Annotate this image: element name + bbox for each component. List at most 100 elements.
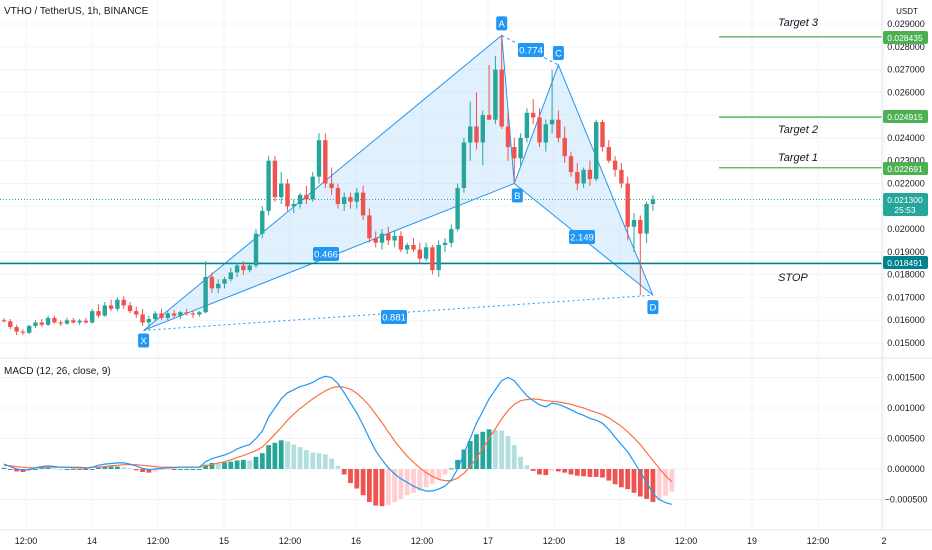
macd-histogram-bar bbox=[480, 431, 486, 469]
candle bbox=[222, 276, 227, 289]
candle bbox=[1, 317, 7, 323]
candle bbox=[285, 178, 290, 211]
price-tick-label: 0.017000 bbox=[887, 292, 925, 302]
macd-histogram-bar bbox=[234, 460, 240, 469]
macd-histogram-bar bbox=[335, 465, 341, 469]
macd-histogram-bar bbox=[253, 456, 259, 469]
svg-text:0.466: 0.466 bbox=[314, 250, 338, 261]
svg-text:D: D bbox=[649, 303, 656, 314]
macd-plot bbox=[1, 375, 675, 507]
candle bbox=[348, 192, 353, 209]
macd-histogram-bar bbox=[436, 469, 442, 479]
macd-histogram-bar bbox=[64, 469, 70, 470]
price-tick-label: 0.029000 bbox=[887, 19, 925, 29]
macd-histogram-bar bbox=[215, 462, 221, 469]
candle bbox=[442, 238, 448, 252]
macd-histogram-bar bbox=[581, 469, 586, 477]
candle bbox=[587, 160, 593, 186]
time-tick-label: 14 bbox=[87, 536, 97, 546]
current-price-tag: 0.021300 25:53 bbox=[883, 193, 928, 216]
price-tick-label: 0.028000 bbox=[887, 42, 925, 52]
candle bbox=[600, 119, 605, 152]
price-levels bbox=[0, 36, 882, 265]
stop-label: STOP bbox=[778, 272, 808, 284]
candle bbox=[241, 260, 246, 275]
candle bbox=[430, 245, 435, 275]
macd-histogram-bar bbox=[1, 467, 7, 469]
bar-countdown: 25:53 bbox=[894, 205, 916, 215]
macd-histogram-bar bbox=[556, 469, 561, 472]
candle bbox=[190, 311, 196, 318]
macd-histogram-bar bbox=[77, 469, 82, 470]
svg-text:0.774: 0.774 bbox=[519, 46, 543, 57]
macd-histogram-bar bbox=[165, 469, 171, 470]
candle bbox=[619, 162, 624, 189]
candle bbox=[279, 172, 284, 205]
candle bbox=[165, 311, 170, 321]
macd-axis[interactable]: 0.001500 0.001000 0.000500 0.000000 −0.00050… bbox=[885, 373, 928, 505]
macd-histogram-bar bbox=[518, 456, 523, 469]
candle bbox=[146, 315, 152, 330]
candle bbox=[631, 213, 637, 252]
candle bbox=[297, 192, 303, 209]
macd-histogram-bar bbox=[587, 469, 593, 477]
candle bbox=[20, 329, 26, 336]
candle bbox=[468, 101, 473, 161]
macd-histogram-bar bbox=[411, 469, 416, 493]
macd-histogram-bar bbox=[7, 469, 13, 470]
candle bbox=[33, 320, 38, 329]
macd-histogram-bar bbox=[316, 453, 322, 469]
candle bbox=[518, 133, 523, 166]
price-axis[interactable]: 0.0290000.0280000.0270000.0260000.025000… bbox=[887, 19, 925, 348]
macd-histogram-bar bbox=[455, 459, 460, 469]
macd-histogram-bar bbox=[499, 430, 505, 469]
target-1-label: Target 1 bbox=[778, 152, 818, 164]
candle bbox=[650, 194, 656, 211]
macd-histogram-bar bbox=[360, 469, 366, 496]
candle bbox=[14, 324, 19, 336]
candle bbox=[568, 151, 574, 177]
candle bbox=[159, 308, 164, 321]
macd-histogram-bar bbox=[530, 469, 536, 471]
price-tick-label: 0.026000 bbox=[887, 87, 925, 97]
candle bbox=[474, 92, 479, 150]
candle bbox=[329, 167, 334, 195]
macd-histogram-bar bbox=[461, 449, 467, 469]
macd-histogram-bar bbox=[341, 469, 347, 475]
macd-histogram-bar bbox=[83, 469, 89, 470]
candle bbox=[71, 317, 76, 324]
candle bbox=[638, 215, 643, 296]
price-tick-label: 0.018000 bbox=[887, 270, 925, 280]
macd-tick-label: 0.000000 bbox=[887, 464, 925, 474]
price-tick-label: 0.020000 bbox=[887, 224, 925, 234]
candle bbox=[96, 304, 101, 318]
candle bbox=[423, 242, 429, 261]
macd-histogram-bar bbox=[108, 466, 114, 469]
candle bbox=[411, 238, 416, 252]
macd-histogram-bar bbox=[373, 469, 379, 506]
candle bbox=[102, 301, 107, 317]
svg-text:X: X bbox=[140, 336, 147, 347]
macd-histogram-bar bbox=[511, 445, 517, 469]
chart-title: VTHO / TetherUS, 1h, BINANCE bbox=[4, 6, 149, 17]
candle bbox=[524, 108, 530, 143]
candle bbox=[367, 208, 372, 243]
candle bbox=[272, 156, 278, 202]
svg-text:C: C bbox=[555, 49, 562, 60]
macd-histogram-bar bbox=[625, 469, 631, 490]
target-3-label: Target 3 bbox=[778, 17, 819, 29]
time-tick-label: 12:00 bbox=[147, 536, 170, 546]
macd-histogram-bar bbox=[354, 469, 360, 489]
macd-histogram-bar bbox=[45, 467, 51, 469]
candle bbox=[512, 137, 517, 184]
macd-tick-label: 0.000500 bbox=[887, 434, 925, 444]
price-tick-label: 0.019000 bbox=[887, 247, 925, 257]
svg-text:0.028435: 0.028435 bbox=[887, 33, 923, 43]
candle bbox=[405, 242, 410, 255]
macd-histogram-bar bbox=[102, 466, 108, 469]
time-axis[interactable]: 12:00 14 12:00 15 12:00 16 12:00 17 12:00 18 12:00… bbox=[15, 536, 887, 546]
macd-histogram-bar bbox=[171, 469, 177, 470]
time-tick-label: 12:00 bbox=[15, 536, 38, 546]
candle bbox=[90, 308, 95, 324]
